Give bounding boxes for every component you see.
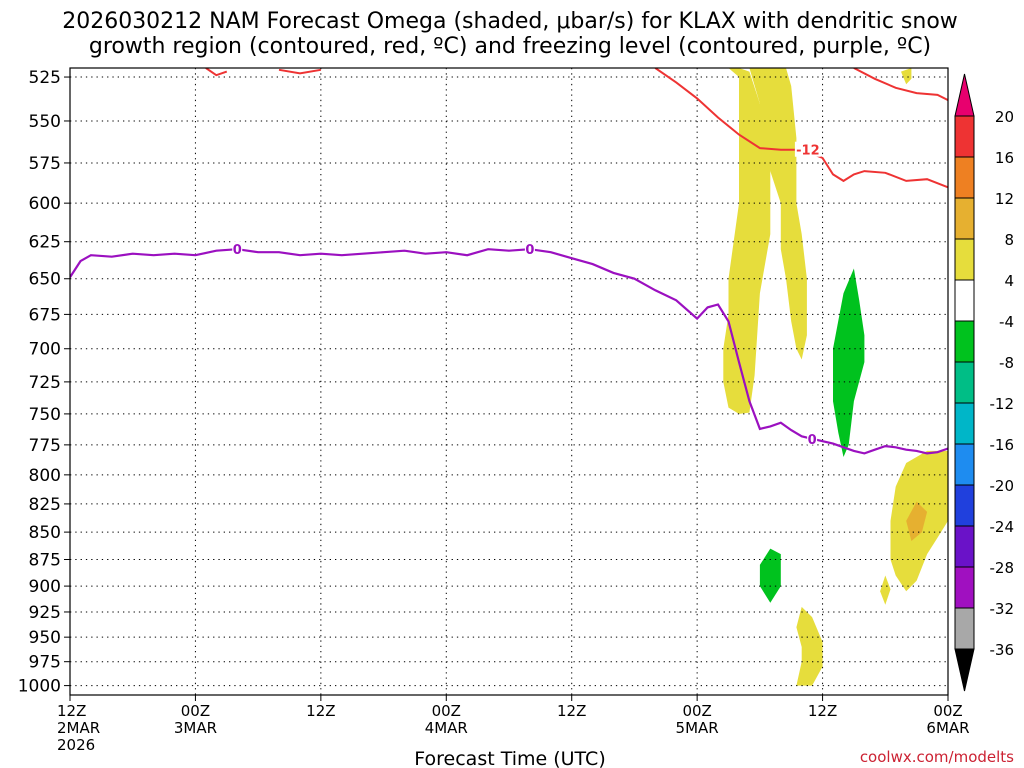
colorbar-arrow-down — [954, 648, 975, 692]
y-tick-label-975: 975 — [29, 653, 61, 673]
freezing-level-label-1: 0 — [525, 243, 534, 258]
freezing-level-label-2: 0 — [808, 433, 817, 448]
omega-region-2 — [901, 68, 912, 85]
dgz-contour-main — [654, 68, 948, 189]
colorbar-bin-10 — [954, 484, 975, 527]
colorbar-bin-8 — [954, 402, 975, 445]
y-tick-label-750: 750 — [29, 405, 61, 425]
plot-frame — [69, 67, 949, 696]
colorbar-bin-7 — [954, 361, 975, 404]
x-tick-label-4-1: 12Z — [557, 702, 586, 720]
terrain-band — [70, 695, 948, 699]
y-tick-label-800: 800 — [29, 466, 61, 486]
freezing-level-label-0: 0 — [233, 243, 242, 258]
x-tick-label-3-2: 4MAR — [425, 719, 468, 737]
colorbar-label--36: -36 — [990, 641, 1015, 659]
credit-text: coolwx.com/modelts — [860, 748, 1014, 766]
omega-region-0 — [723, 68, 771, 414]
omega-region-3 — [833, 268, 865, 457]
x-tick-label-2-1: 12Z — [306, 702, 335, 720]
colorbar-label--8: -8 — [999, 354, 1014, 372]
colorbar-arrow-up — [954, 73, 975, 117]
colorbar-label--24: -24 — [990, 518, 1015, 536]
omega-shading — [723, 68, 948, 686]
x-tick-label-1-2: 3MAR — [174, 719, 217, 737]
y-tick-label-600: 600 — [29, 194, 61, 214]
x-tick-label-7-2: 6MAR — [926, 719, 969, 737]
freezing-label-bg-2 — [807, 430, 818, 445]
dgz-contour-right — [853, 68, 948, 101]
chart-title-line-1: 2026030212 NAM Forecast Omega (shaded, μ… — [62, 9, 958, 34]
x-tick-label-1-1: 00Z — [181, 702, 210, 720]
y-tick-label-950: 950 — [29, 628, 61, 648]
dgz-label-bg — [794, 141, 821, 157]
gridlines — [70, 68, 948, 695]
x-tick-label-0-1: 12Z — [57, 702, 86, 720]
dgz-contour-fragment-0 — [205, 68, 228, 77]
colorbar-label--4: -4 — [999, 313, 1014, 331]
colorbar-bin-1 — [954, 115, 975, 158]
x-axis-title: Forecast Time (UTC) — [414, 748, 605, 768]
colorbar-bin-6 — [954, 320, 975, 363]
omega-region-4 — [759, 548, 781, 603]
omega-region-7 — [880, 575, 891, 605]
colorbar-label-16: 16 — [995, 149, 1014, 167]
y-tick-label-850: 850 — [29, 523, 61, 543]
colorbar-bin-12 — [954, 566, 975, 609]
freezing-label-bg-0 — [232, 241, 243, 256]
x-tick-label-0-2: 2MAR — [57, 719, 100, 737]
x-tick-label-7-1: 00Z — [933, 702, 962, 720]
freezing-level-contour — [70, 248, 948, 455]
colorbar-label--20: -20 — [990, 477, 1015, 495]
y-tick-label-525: 525 — [29, 68, 61, 88]
y-tick-label-675: 675 — [29, 305, 61, 325]
dgz-contour-label: -12 — [796, 144, 820, 159]
terrain — [70, 695, 948, 699]
x-tick-label-5-1: 00Z — [682, 702, 711, 720]
colorbar-bin-2 — [954, 156, 975, 199]
colorbar-label--28: -28 — [990, 559, 1015, 577]
y-tick-label-1000: 1000 — [18, 677, 61, 697]
x-tick-label-0-3: 2026 — [57, 736, 95, 754]
omega-region-8 — [906, 501, 928, 541]
y-tick-label-725: 725 — [29, 373, 61, 393]
colorbar-bin-13 — [954, 607, 975, 650]
colorbar-bin-5 — [954, 279, 975, 322]
colorbar-label--32: -32 — [990, 600, 1015, 618]
y-tick-label-700: 700 — [29, 340, 61, 360]
colorbar-bin-3 — [954, 197, 975, 240]
colorbar-label--12: -12 — [990, 395, 1015, 413]
colorbar-bin-4 — [954, 238, 975, 281]
colorbar-label-4: 4 — [1004, 272, 1014, 290]
x-tick-label-5-2: 5MAR — [676, 719, 719, 737]
y-tick-label-825: 825 — [29, 495, 61, 515]
y-tick-label-625: 625 — [29, 233, 61, 253]
freezing-label-bg-1 — [524, 241, 535, 256]
y-axis-labels: 525 550 575 600 625 650 675 700 725 750 775 800 825 8… — [18, 68, 70, 697]
y-tick-label-775: 775 — [29, 436, 61, 456]
colorbar-label-12: 12 — [995, 190, 1014, 208]
x-tick-label-3-1: 00Z — [432, 702, 461, 720]
chart-title-line-2: growth region (contoured, red, ºC) and f… — [89, 34, 931, 59]
x-tick-label-6-1: 12Z — [808, 702, 837, 720]
y-tick-label-900: 900 — [29, 577, 61, 597]
y-tick-label-925: 925 — [29, 603, 61, 623]
colorbar-bin-9 — [954, 443, 975, 486]
y-tick-label-650: 650 — [29, 270, 61, 290]
omega-region-1 — [749, 68, 807, 360]
contours: -12 0 0 0 — [70, 68, 948, 455]
y-tick-label-875: 875 — [29, 550, 61, 570]
colorbar-label-8: 8 — [1004, 231, 1014, 249]
y-tick-label-575: 575 — [29, 154, 61, 174]
y-tick-label-550: 550 — [29, 112, 61, 132]
colorbar-bin-11 — [954, 525, 975, 568]
dgz-contour-fragment-1 — [278, 68, 322, 75]
colorbar-label-20: 20 — [995, 108, 1014, 126]
omega-region-5 — [796, 606, 823, 686]
colorbar: 20 16 12 8 4 -4 -8 -12 -16 -20 -24 -28 -32 -36 — [954, 73, 1015, 692]
colorbar-label--16: -16 — [990, 436, 1015, 454]
